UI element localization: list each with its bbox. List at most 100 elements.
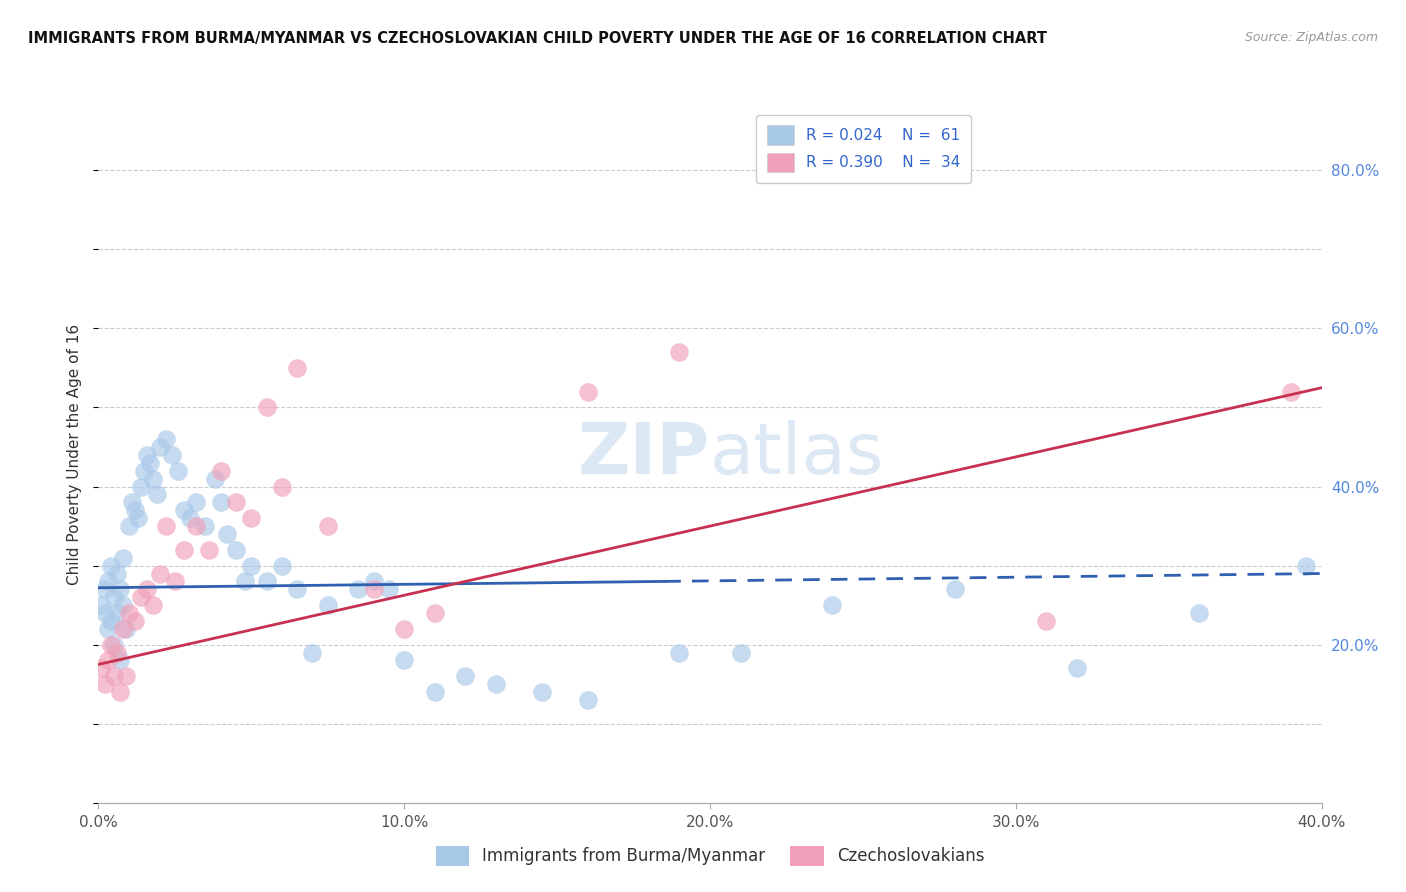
Point xyxy=(316,519,339,533)
Y-axis label: Child Poverty Under the Age of 16: Child Poverty Under the Age of 16 xyxy=(67,325,83,585)
Point xyxy=(186,519,208,533)
Point xyxy=(285,582,308,597)
Point xyxy=(136,448,159,462)
Point xyxy=(100,558,122,573)
Point xyxy=(209,464,232,478)
Point xyxy=(173,503,195,517)
Point xyxy=(240,511,263,525)
Point xyxy=(301,646,323,660)
Point xyxy=(167,464,190,478)
Point xyxy=(378,582,401,597)
Point xyxy=(1188,606,1211,620)
Point xyxy=(204,472,226,486)
Point xyxy=(149,440,172,454)
Point xyxy=(108,685,131,699)
Text: ZIP: ZIP xyxy=(578,420,710,490)
Point xyxy=(363,582,385,597)
Point xyxy=(215,527,238,541)
Point xyxy=(108,653,131,667)
Point xyxy=(90,598,112,612)
Point xyxy=(576,693,599,707)
Point xyxy=(256,574,278,589)
Point xyxy=(121,495,143,509)
Point xyxy=(392,653,416,667)
Point xyxy=(173,542,195,557)
Point xyxy=(163,574,186,589)
Point xyxy=(100,638,122,652)
Point xyxy=(1066,661,1088,675)
Point xyxy=(576,384,599,399)
Point xyxy=(115,669,138,683)
Point xyxy=(127,511,149,525)
Point xyxy=(118,606,141,620)
Point xyxy=(139,456,162,470)
Point xyxy=(240,558,263,573)
Point xyxy=(142,598,165,612)
Point xyxy=(124,503,146,517)
Point xyxy=(668,345,690,359)
Point xyxy=(103,638,125,652)
Point xyxy=(93,582,115,597)
Text: IMMIGRANTS FROM BURMA/MYANMAR VS CZECHOSLOVAKIAN CHILD POVERTY UNDER THE AGE OF : IMMIGRANTS FROM BURMA/MYANMAR VS CZECHOS… xyxy=(28,31,1047,46)
Point xyxy=(530,685,553,699)
Point xyxy=(105,566,128,581)
Point xyxy=(270,479,292,493)
Point xyxy=(186,495,208,509)
Point xyxy=(111,622,134,636)
Point xyxy=(256,401,278,415)
Point xyxy=(155,432,177,446)
Point xyxy=(103,669,125,683)
Point xyxy=(316,598,339,612)
Point xyxy=(233,574,256,589)
Point xyxy=(1035,614,1057,628)
Point xyxy=(347,582,370,597)
Point xyxy=(111,550,134,565)
Point xyxy=(209,495,232,509)
Point xyxy=(118,519,141,533)
Point xyxy=(108,582,131,597)
Point xyxy=(1295,558,1317,573)
Point xyxy=(145,487,167,501)
Point xyxy=(100,614,122,628)
Point xyxy=(197,542,219,557)
Point xyxy=(93,677,115,691)
Point xyxy=(97,622,120,636)
Point xyxy=(392,622,416,636)
Point xyxy=(1279,384,1302,399)
Text: atlas: atlas xyxy=(710,420,884,490)
Point xyxy=(160,448,183,462)
Point xyxy=(454,669,477,683)
Point xyxy=(105,646,128,660)
Point xyxy=(225,495,247,509)
Point xyxy=(943,582,966,597)
Point xyxy=(485,677,508,691)
Point xyxy=(730,646,752,660)
Point xyxy=(423,606,446,620)
Point xyxy=(270,558,292,573)
Point xyxy=(93,606,115,620)
Point xyxy=(97,653,120,667)
Point xyxy=(155,519,177,533)
Point xyxy=(129,479,152,493)
Point xyxy=(363,574,385,589)
Point xyxy=(90,661,112,675)
Point xyxy=(194,519,217,533)
Point xyxy=(105,606,128,620)
Point xyxy=(285,360,308,375)
Point xyxy=(134,464,156,478)
Point xyxy=(423,685,446,699)
Legend: Immigrants from Burma/Myanmar, Czechoslovakians: Immigrants from Burma/Myanmar, Czechoslo… xyxy=(427,838,993,874)
Point xyxy=(821,598,844,612)
Point xyxy=(142,472,165,486)
Point xyxy=(124,614,146,628)
Point xyxy=(179,511,201,525)
Point xyxy=(136,582,159,597)
Point xyxy=(115,622,138,636)
Point xyxy=(129,591,152,605)
Point xyxy=(668,646,690,660)
Point xyxy=(149,566,172,581)
Text: Source: ZipAtlas.com: Source: ZipAtlas.com xyxy=(1244,31,1378,45)
Point xyxy=(103,591,125,605)
Point xyxy=(97,574,120,589)
Point xyxy=(225,542,247,557)
